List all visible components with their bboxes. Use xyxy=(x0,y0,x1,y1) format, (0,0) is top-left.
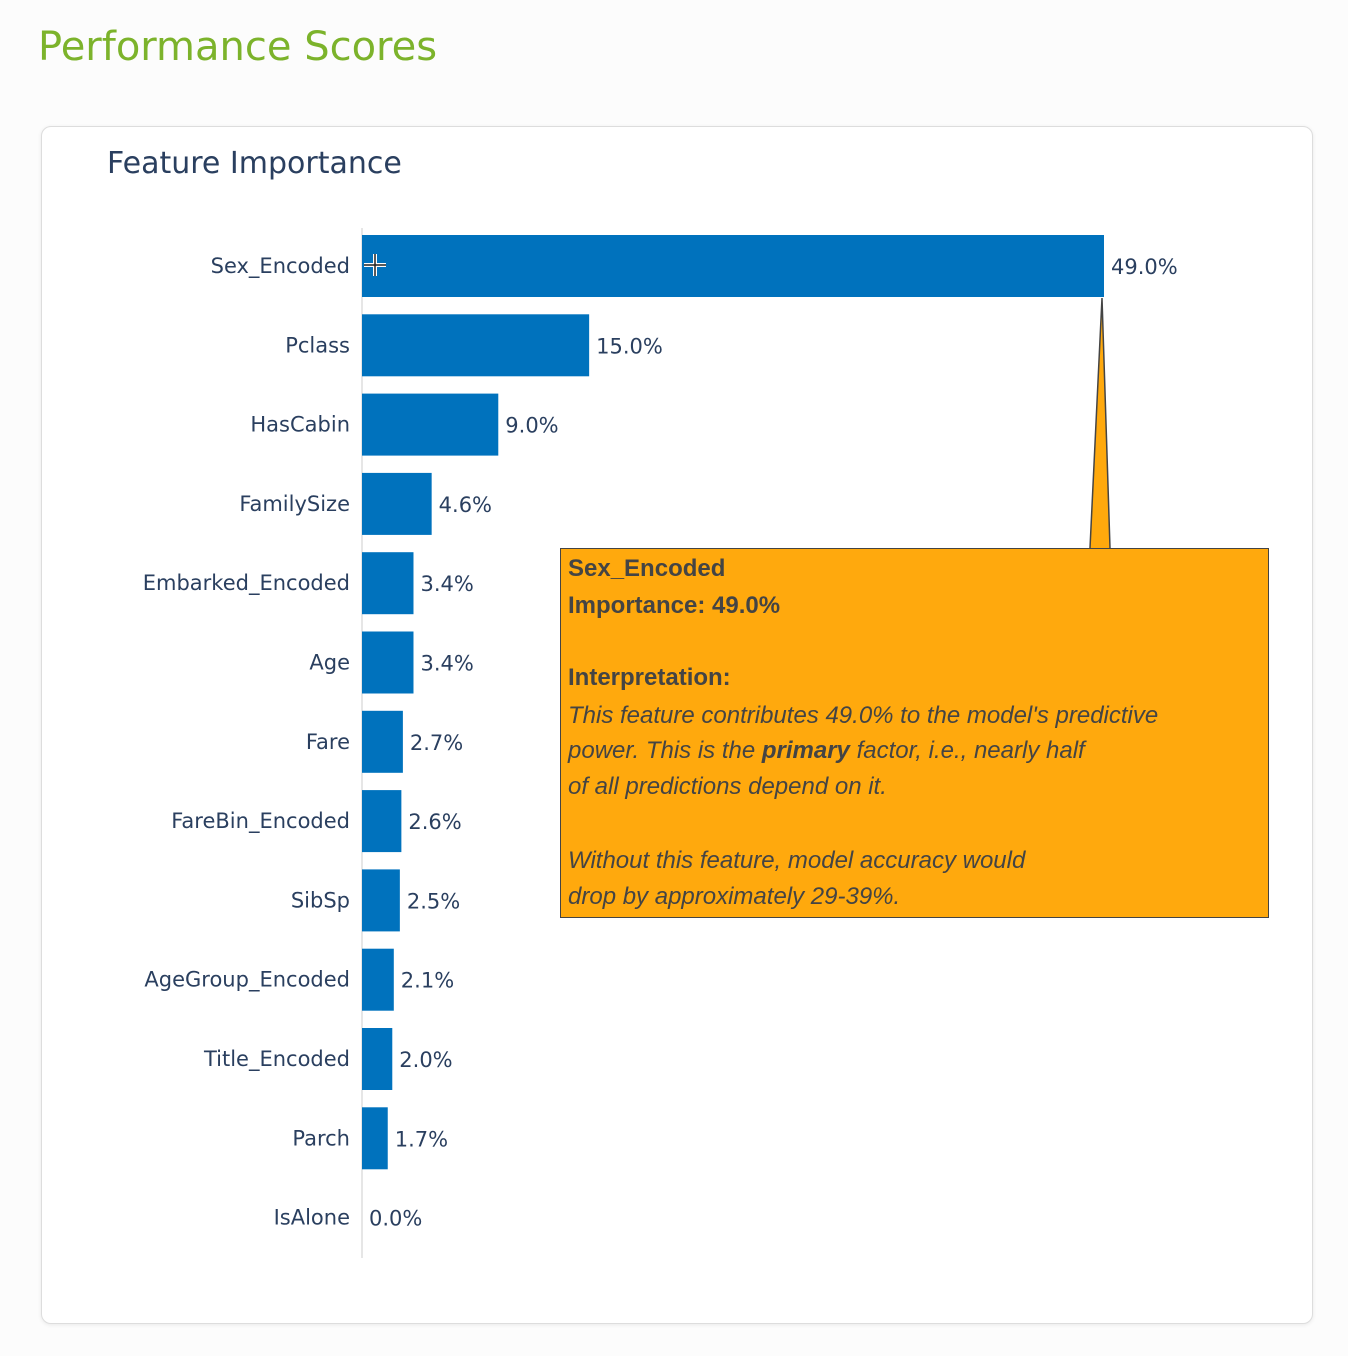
bar-agegroup_encoded[interactable] xyxy=(362,948,394,1011)
hover-tooltip: Sex_Encoded Importance: 49.0% Interpreta… xyxy=(560,548,1269,918)
bar-age[interactable] xyxy=(362,631,414,694)
tooltip-line: power. This is the primary factor, i.e.,… xyxy=(568,737,1085,765)
data-label: 3.4% xyxy=(420,572,473,596)
tooltip-importance: Importance: 49.0% xyxy=(568,592,781,619)
y-tick-label: Embarked_Encoded xyxy=(143,571,350,596)
data-label: 1.7% xyxy=(395,1127,448,1151)
y-tick-label: IsAlone xyxy=(274,1206,350,1230)
bar-parch[interactable] xyxy=(362,1107,388,1170)
y-tick-label: AgeGroup_Encoded xyxy=(144,968,350,993)
bar-sibsp[interactable] xyxy=(362,869,400,932)
bar-farebin_encoded[interactable] xyxy=(362,790,402,853)
y-tick-label: Parch xyxy=(292,1126,350,1150)
tooltip-emphasis: primary xyxy=(761,737,850,764)
y-tick-label: Sex_Encoded xyxy=(211,254,350,279)
data-label: 2.1% xyxy=(401,969,454,993)
data-label: 49.0% xyxy=(1111,255,1178,279)
data-label: 9.0% xyxy=(505,414,558,438)
tooltip-text: factor, i.e., nearly half xyxy=(849,737,1085,764)
y-tick-label: Age xyxy=(309,651,350,675)
page-title: Performance Scores xyxy=(38,24,438,70)
tooltip-line: This feature contributes 49.0% to the mo… xyxy=(568,702,1159,729)
tooltip-text: power. This is the xyxy=(568,737,762,764)
y-tick-label: FamilySize xyxy=(239,492,350,516)
y-tick-label: FareBin_Encoded xyxy=(171,809,350,834)
tooltip-line: drop by approximately 29-39%. xyxy=(568,883,901,910)
y-tick-label: HasCabin xyxy=(250,413,350,437)
chart-title: Feature Importance xyxy=(107,146,402,181)
bar-sex_encoded[interactable] xyxy=(362,235,1104,297)
bar-fare[interactable] xyxy=(362,710,403,773)
data-label: 4.6% xyxy=(439,493,492,517)
bar-familysize[interactable] xyxy=(362,472,432,535)
tooltip-feature: Sex_Encoded xyxy=(568,555,726,582)
data-label: 3.4% xyxy=(420,652,473,676)
data-label: 2.7% xyxy=(410,731,463,755)
tooltip-line: of all predictions depend on it. xyxy=(568,773,887,800)
data-label: 2.5% xyxy=(407,889,460,913)
y-tick-label: SibSp xyxy=(291,888,350,912)
bar-title_encoded[interactable] xyxy=(362,1028,393,1090)
bar-pclass[interactable] xyxy=(362,314,590,377)
data-label: 15.0% xyxy=(596,334,663,358)
y-tick-label: Fare xyxy=(306,730,350,754)
data-label: 2.6% xyxy=(408,810,461,834)
bar-hascabin[interactable] xyxy=(362,393,499,456)
data-label: 0.0% xyxy=(369,1207,422,1231)
tooltip-interp-heading: Interpretation: xyxy=(568,664,731,691)
y-tick-label: Title_Encoded xyxy=(203,1047,350,1072)
data-label: 2.0% xyxy=(399,1048,452,1072)
tooltip-line: Without this feature, model accuracy wou… xyxy=(568,847,1026,874)
bar-embarked_encoded[interactable] xyxy=(362,552,414,615)
y-tick-label: Pclass xyxy=(285,333,350,357)
